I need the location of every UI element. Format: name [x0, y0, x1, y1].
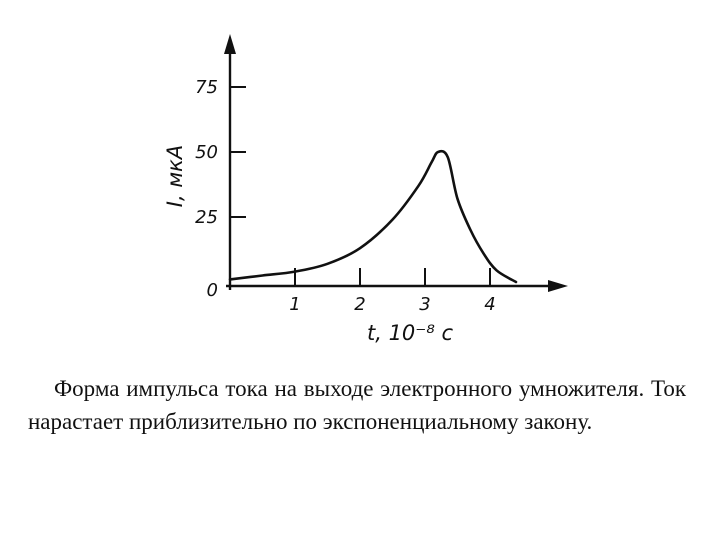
x-axis-title: t, 10⁻⁸ c	[367, 321, 453, 345]
y-tick-label: 0	[207, 280, 218, 301]
y-axis-title: I, мкА	[163, 145, 187, 207]
y-tick-label: 25	[195, 207, 218, 228]
x-tick-label: 1	[289, 294, 300, 315]
x-tick-label: 2	[354, 294, 365, 315]
y-axis-arrow	[224, 34, 236, 54]
y-tick-label: 75	[195, 77, 218, 98]
figure-caption: Форма импульса тока на выходе электронно…	[28, 376, 686, 434]
series-line	[228, 149, 518, 284]
pulse-chart: 0 25 50 75 1 2 3 4 I, мкА t, 10⁻⁸ c	[163, 34, 568, 345]
y-tick-label: 50	[195, 142, 218, 163]
x-tick-label: 3	[419, 294, 430, 315]
x-tick-label: 4	[484, 294, 495, 315]
x-axis-arrow	[548, 280, 568, 292]
